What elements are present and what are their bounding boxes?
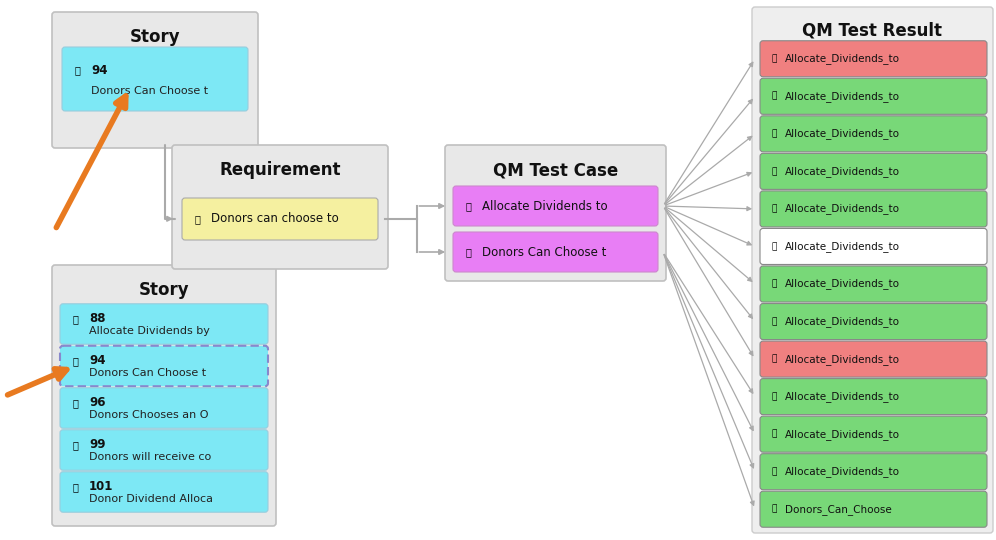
- Text: Allocate_Dividends_to: Allocate_Dividends_to: [785, 279, 900, 289]
- FancyBboxPatch shape: [445, 145, 666, 281]
- Text: QM Test Case: QM Test Case: [493, 161, 619, 179]
- Text: 📄: 📄: [771, 392, 776, 401]
- Text: 📄: 📄: [73, 398, 79, 408]
- FancyBboxPatch shape: [60, 304, 268, 344]
- FancyBboxPatch shape: [60, 346, 268, 386]
- Text: 94: 94: [91, 64, 108, 77]
- Text: Allocate_Dividends_to: Allocate_Dividends_to: [785, 316, 900, 327]
- FancyBboxPatch shape: [752, 7, 993, 533]
- Text: 94: 94: [89, 354, 106, 367]
- Text: Donors will receive co: Donors will receive co: [89, 452, 211, 462]
- Text: Allocate_Dividends_to: Allocate_Dividends_to: [785, 204, 900, 214]
- Text: Allocate Dividends to: Allocate Dividends to: [482, 199, 608, 213]
- Text: Donors can choose to: Donors can choose to: [211, 213, 339, 226]
- Text: 📄: 📄: [195, 214, 201, 224]
- Text: Donors Can Choose t: Donors Can Choose t: [91, 86, 208, 96]
- Text: 📄: 📄: [771, 467, 776, 476]
- Text: Allocate Dividends by: Allocate Dividends by: [89, 326, 210, 336]
- Text: 📄: 📄: [771, 242, 776, 251]
- FancyBboxPatch shape: [52, 265, 276, 526]
- Text: 99: 99: [89, 438, 106, 451]
- Text: Allocate_Dividends_to: Allocate_Dividends_to: [785, 429, 900, 440]
- FancyBboxPatch shape: [453, 232, 658, 272]
- Text: 📄: 📄: [75, 65, 81, 75]
- Text: 📄: 📄: [771, 92, 776, 101]
- FancyBboxPatch shape: [60, 472, 268, 512]
- Text: Allocate_Dividends_to: Allocate_Dividends_to: [785, 391, 900, 402]
- FancyBboxPatch shape: [760, 153, 987, 190]
- FancyBboxPatch shape: [453, 186, 658, 226]
- Text: QM Test Result: QM Test Result: [803, 21, 942, 39]
- Text: Donors Can Choose t: Donors Can Choose t: [89, 368, 206, 378]
- Text: 📄: 📄: [466, 201, 472, 211]
- Text: Requirement: Requirement: [219, 161, 341, 179]
- Text: 96: 96: [89, 396, 106, 409]
- FancyBboxPatch shape: [62, 47, 248, 111]
- Text: Donor Dividend Alloca: Donor Dividend Alloca: [89, 494, 213, 504]
- Text: 📄: 📄: [73, 356, 79, 366]
- Text: Allocate_Dividends_to: Allocate_Dividends_to: [785, 129, 900, 139]
- Text: 📄: 📄: [771, 130, 776, 138]
- FancyBboxPatch shape: [760, 303, 987, 340]
- FancyBboxPatch shape: [172, 145, 388, 269]
- FancyBboxPatch shape: [760, 191, 987, 227]
- FancyBboxPatch shape: [760, 416, 987, 452]
- Text: 📄: 📄: [771, 167, 776, 176]
- Text: 📄: 📄: [771, 430, 776, 438]
- Text: 88: 88: [89, 312, 106, 325]
- Text: Allocate_Dividends_to: Allocate_Dividends_to: [785, 91, 900, 102]
- FancyBboxPatch shape: [760, 341, 987, 377]
- FancyBboxPatch shape: [182, 198, 378, 240]
- Text: Allocate_Dividends_to: Allocate_Dividends_to: [785, 166, 900, 177]
- Text: Allocate_Dividends_to: Allocate_Dividends_to: [785, 354, 900, 364]
- FancyBboxPatch shape: [760, 379, 987, 415]
- Text: 📄: 📄: [73, 482, 79, 492]
- Text: 📄: 📄: [771, 280, 776, 288]
- Text: Story: Story: [138, 281, 189, 299]
- Text: Allocate_Dividends_to: Allocate_Dividends_to: [785, 53, 900, 64]
- Text: 📄: 📄: [771, 54, 776, 63]
- Text: Allocate_Dividends_to: Allocate_Dividends_to: [785, 466, 900, 477]
- FancyBboxPatch shape: [760, 266, 987, 302]
- FancyBboxPatch shape: [760, 40, 987, 77]
- Text: 101: 101: [89, 481, 114, 494]
- FancyBboxPatch shape: [52, 12, 258, 148]
- FancyBboxPatch shape: [760, 491, 987, 527]
- Text: Donors Chooses an O: Donors Chooses an O: [89, 410, 208, 420]
- FancyBboxPatch shape: [760, 116, 987, 152]
- FancyBboxPatch shape: [760, 78, 987, 114]
- FancyBboxPatch shape: [760, 228, 987, 265]
- Text: 📄: 📄: [771, 205, 776, 213]
- Text: Story: Story: [129, 28, 180, 46]
- Text: 📄: 📄: [771, 505, 776, 514]
- FancyBboxPatch shape: [760, 454, 987, 490]
- FancyBboxPatch shape: [60, 430, 268, 470]
- Text: 📄: 📄: [73, 314, 79, 324]
- Text: 📄: 📄: [771, 317, 776, 326]
- Text: 📄: 📄: [771, 355, 776, 363]
- FancyBboxPatch shape: [60, 388, 268, 428]
- Text: Allocate_Dividends_to: Allocate_Dividends_to: [785, 241, 900, 252]
- Text: Donors Can Choose t: Donors Can Choose t: [482, 246, 607, 259]
- Text: 📄: 📄: [73, 440, 79, 450]
- Text: 📄: 📄: [466, 247, 472, 257]
- Text: Donors_Can_Choose: Donors_Can_Choose: [785, 504, 891, 515]
